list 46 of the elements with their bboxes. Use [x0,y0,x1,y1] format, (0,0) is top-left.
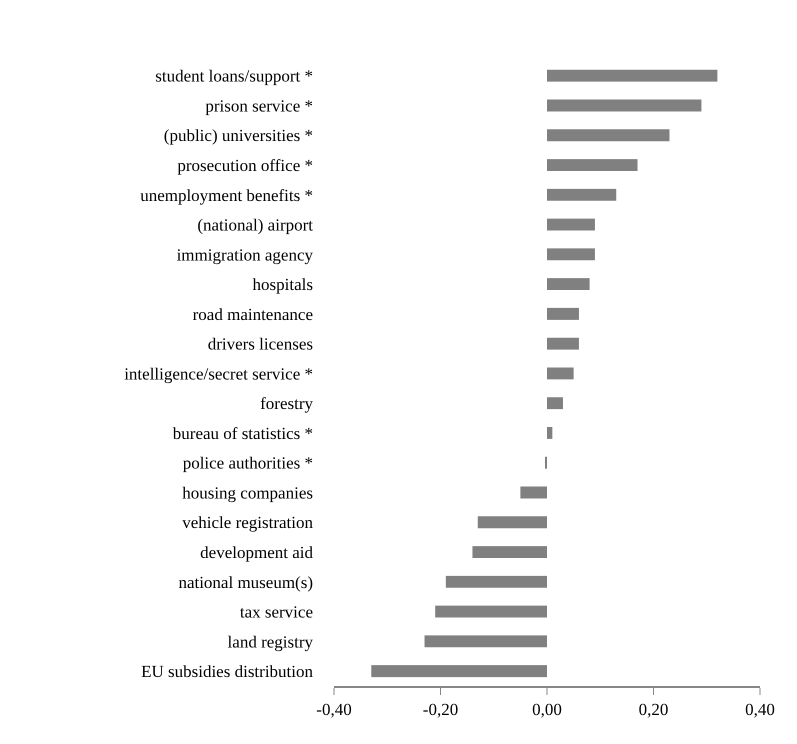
y-tick-label: (public) universities * [164,126,313,146]
bar [547,218,595,231]
bar [520,486,547,498]
bar [547,308,579,320]
y-tick-label: immigration agency [176,245,314,264]
bar [547,100,702,112]
y-tick-label: (national) airport [197,216,314,235]
x-tick-label: 0,40 [745,700,775,720]
y-tick-label: forestry [260,394,314,414]
y-tick-label: tax service [240,602,313,622]
x-tick-label: -0,20 [422,700,458,720]
y-tick-label: police authorities * [182,454,313,473]
y-tick-label: drivers licenses [208,334,313,354]
y-tick-label: bureau of statistics * [172,424,313,443]
y-tick-label: vehicle registration [182,513,314,532]
bar [547,159,638,171]
bar [547,70,718,82]
y-tick-label: development aid [200,542,314,562]
y-tick-label: hospitals [252,275,313,294]
bar [547,129,670,142]
x-tick-label: -0,40 [316,700,352,720]
y-tick-label: prison service * [205,96,313,116]
bar [547,278,590,290]
y-tick-label: unemployment benefits * [140,186,313,205]
bar [547,248,595,260]
y-tick-label: land registry [228,632,314,652]
y-tick-label: housing companies [182,483,313,502]
bar [446,576,547,588]
y-tick-label: prosecution office * [177,156,313,175]
bar [547,427,552,439]
y-tick-label: road maintenance [192,304,313,324]
x-tick-label: 0,00 [532,700,562,720]
y-tick-label: national museum(s) [178,572,313,592]
y-tick-label: intelligence/secret service * [124,364,313,384]
bar [547,188,616,201]
x-tick-label: 0,20 [638,700,668,720]
y-tick-label: student loans/support * [155,66,313,86]
bar [547,367,574,380]
bar [435,606,547,618]
bar [424,635,547,648]
y-tick-label: EU subsidies distribution [141,662,314,682]
bar [371,665,547,678]
bar [547,397,563,410]
bar [547,338,579,350]
bar [472,546,547,558]
bar [478,516,547,528]
